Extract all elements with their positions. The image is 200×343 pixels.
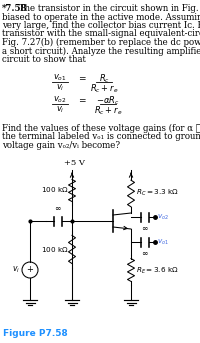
Text: Find the values of these voltage gains (for α ≅ 1). Now, if: Find the values of these voltage gains (…: [2, 123, 200, 133]
Text: $R_c + r_e$: $R_c + r_e$: [90, 83, 118, 95]
Text: a short circuit). Analyze the resulting amplifier equivalent: a short circuit). Analyze the resulting …: [2, 47, 200, 56]
Text: $R_c + r_e$: $R_c + r_e$: [94, 105, 122, 117]
Text: voltage gain vₒ₂/vᵢ become?: voltage gain vₒ₂/vᵢ become?: [2, 141, 120, 150]
Text: $v_i$: $v_i$: [56, 105, 64, 115]
Text: circuit to show that: circuit to show that: [2, 55, 86, 64]
Text: very large, find the collector bias current Iᴄ. Replace the: very large, find the collector bias curr…: [2, 21, 200, 30]
Text: $v_i$: $v_i$: [56, 83, 64, 93]
Text: +: +: [27, 265, 33, 274]
Text: $v_{o1}$: $v_{o1}$: [53, 72, 67, 83]
Text: $R_E = 3.6\ \mathrm{k\Omega}$: $R_E = 3.6\ \mathrm{k\Omega}$: [136, 266, 179, 276]
Text: $\infty$: $\infty$: [141, 224, 149, 233]
Text: =: =: [78, 75, 86, 84]
Text: $v_{o2}$: $v_{o2}$: [157, 212, 169, 222]
Text: $\infty$: $\infty$: [54, 204, 62, 213]
Text: $v_{o2}$: $v_{o2}$: [53, 95, 67, 105]
Text: $\infty$: $\infty$: [141, 249, 149, 258]
Text: $R_c$: $R_c$: [99, 72, 109, 85]
Text: Figure P7.58: Figure P7.58: [3, 329, 68, 338]
Text: $v_{o1}$: $v_{o1}$: [157, 237, 169, 247]
Text: =: =: [78, 97, 86, 106]
Text: $-\alpha R_c$: $-\alpha R_c$: [96, 95, 120, 107]
Text: $R_C = 3.3\ \mathrm{k\Omega}$: $R_C = 3.3\ \mathrm{k\Omega}$: [136, 188, 179, 198]
Text: Fig. 7.27(b) (remember to replace the dc power supply with: Fig. 7.27(b) (remember to replace the dc…: [2, 38, 200, 47]
Text: The transistor in the circuit shown in Fig. P7.58 is: The transistor in the circuit shown in F…: [16, 4, 200, 13]
Text: *7.58: *7.58: [2, 4, 28, 13]
Text: $100\ \mathrm{k\Omega}$: $100\ \mathrm{k\Omega}$: [41, 245, 69, 253]
Text: transistor with the small-signal equivalent-circuit model of: transistor with the small-signal equival…: [2, 29, 200, 38]
Text: the terminal labeled vₒ₁ is connected to ground, what does the: the terminal labeled vₒ₁ is connected to…: [2, 132, 200, 141]
Text: biased to operate in the active mode. Assuming that β is: biased to operate in the active mode. As…: [2, 12, 200, 22]
Text: $100\ \mathrm{k\Omega}$: $100\ \mathrm{k\Omega}$: [41, 186, 69, 194]
Text: $v_i$: $v_i$: [12, 265, 20, 275]
Text: +5 V: +5 V: [64, 159, 84, 167]
